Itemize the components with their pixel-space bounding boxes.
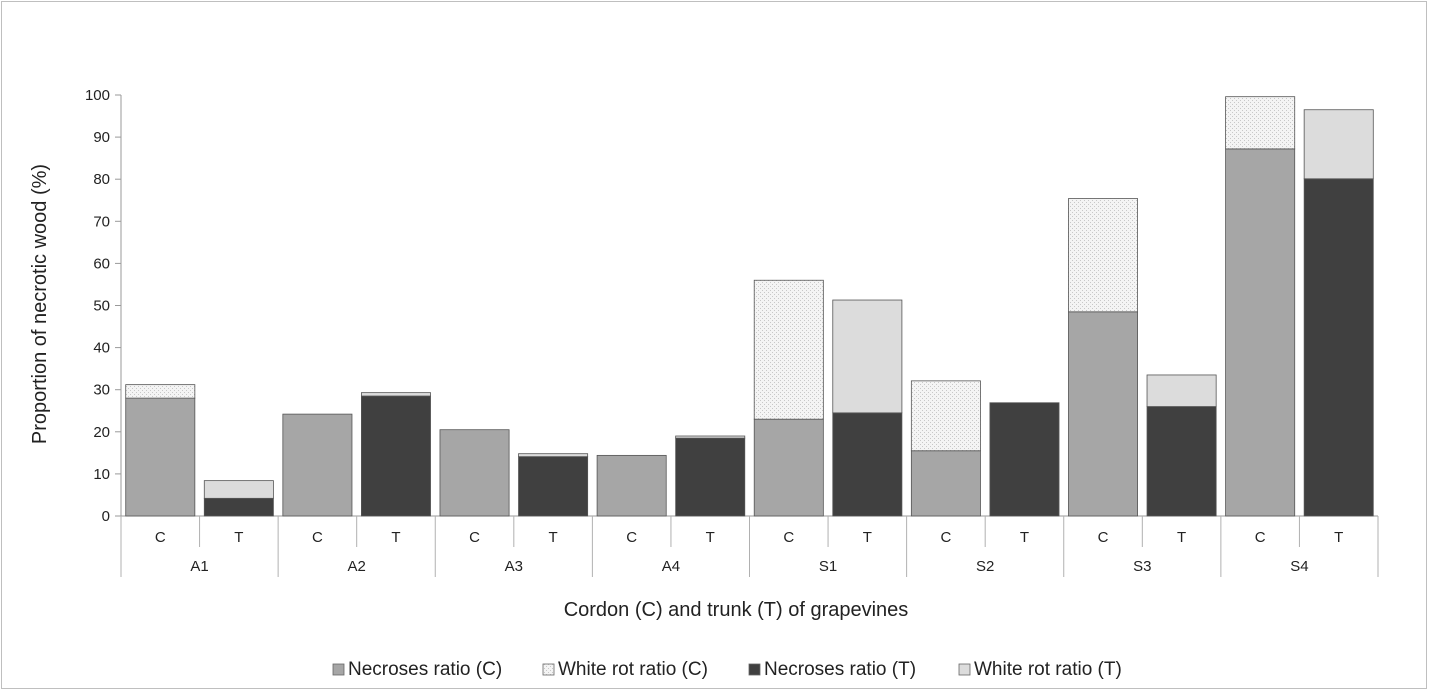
legend-label: White rot ratio (C) (558, 659, 708, 680)
legend-label: Necroses ratio (T) (764, 659, 916, 680)
x-tick-label: T (1334, 529, 1343, 546)
legend: Necroses ratio (C) White rot ratio (C) Nec… (332, 659, 1122, 680)
y-tick-label: 100 (85, 87, 110, 104)
y-tick-label: 80 (93, 171, 110, 188)
group-label: A4 (662, 558, 680, 575)
y-tick-label: 60 (93, 255, 110, 272)
legend-swatch (958, 663, 971, 676)
y-tick-label: 70 (93, 213, 110, 230)
x-axis-label: Cordon (C) and trunk (T) of grapevines (564, 599, 909, 621)
bar-white-rot-S1-T (832, 299, 903, 414)
bar-necroses-A4-C (596, 454, 667, 517)
y-axis-label: Proportion of necrotic wood (%) (29, 164, 51, 444)
y-tick-label: 40 (93, 340, 110, 357)
x-tick-label: T (1020, 529, 1029, 546)
bar-white-rot-A1-C (125, 384, 196, 399)
x-tick-label: T (234, 529, 243, 546)
x-tick-label: T (549, 529, 558, 546)
legend-label: Necroses ratio (C) (348, 659, 502, 680)
bar-necroses-A1-C (125, 397, 196, 517)
legend-swatch (332, 663, 345, 676)
legend-swatch (542, 663, 555, 676)
bar-necroses-A1-T (203, 497, 274, 517)
y-tick-label: 0 (102, 508, 110, 525)
legend-swatch (748, 663, 761, 676)
bar-necroses-S2-T (989, 402, 1060, 517)
x-tick-label: C (940, 529, 951, 546)
bars-layer (125, 96, 1374, 517)
group-label: S3 (1133, 558, 1151, 575)
group-label: S2 (976, 558, 994, 575)
bar-necroses-S4-T (1303, 178, 1374, 517)
x-tick-label: T (863, 529, 872, 546)
x-tick-label: C (155, 529, 166, 546)
bar-necroses-S1-C (753, 418, 824, 517)
bar-necroses-A3-T (518, 456, 589, 517)
bar-necroses-S3-T (1146, 406, 1217, 517)
x-tick-label: T (391, 529, 400, 546)
axes-layer: 0 10 20 30 40 50 60 70 80 90 100 C T C T C T C T C T C T C T C T A1… (85, 87, 1379, 577)
y-tick-label: 90 (93, 129, 110, 146)
y-tick-label: 30 (93, 382, 110, 399)
bar-necroses-A3-C (439, 429, 510, 517)
bar-white-rot-A1-T (203, 480, 274, 499)
bar-white-rot-S4-T (1303, 109, 1374, 180)
legend-label: White rot ratio (T) (974, 659, 1122, 680)
bar-white-rot-A3-T (518, 453, 589, 458)
x-tick-label: T (706, 529, 715, 546)
bar-necroses-A4-T (675, 437, 746, 517)
bar-necroses-S4-C (1225, 148, 1296, 517)
bar-necroses-S2-C (910, 450, 981, 517)
bar-necroses-S1-T (832, 412, 903, 517)
x-tick-label: C (312, 529, 323, 546)
group-label: A1 (190, 558, 208, 575)
bar-white-rot-S3-C (1068, 198, 1138, 313)
group-label: S4 (1290, 558, 1308, 575)
y-tick-label: 20 (93, 424, 110, 441)
x-tick-label: C (1098, 529, 1109, 546)
x-tick-label: C (469, 529, 480, 546)
group-label: S1 (819, 558, 837, 575)
x-tick-label: T (1177, 529, 1186, 546)
y-tick-label: 10 (93, 466, 110, 483)
bar-white-rot-S2-C (910, 380, 981, 452)
x-tick-label: C (1255, 529, 1266, 546)
bar-necroses-S3-C (1068, 311, 1138, 517)
x-tick-label: C (626, 529, 637, 546)
bar-necroses-A2-C (282, 413, 353, 517)
bar-white-rot-A2-T (361, 392, 431, 397)
x-tick-label: C (783, 529, 794, 546)
bar-necroses-A2-T (361, 395, 431, 517)
y-tick-label: 50 (93, 298, 110, 315)
bar-white-rot-S4-C (1225, 96, 1296, 150)
group-label: A3 (505, 558, 523, 575)
bar-white-rot-S3-T (1146, 374, 1217, 407)
bar-white-rot-S1-C (753, 279, 824, 420)
group-label: A2 (348, 558, 366, 575)
bar-white-rot-A4-T (675, 435, 746, 439)
